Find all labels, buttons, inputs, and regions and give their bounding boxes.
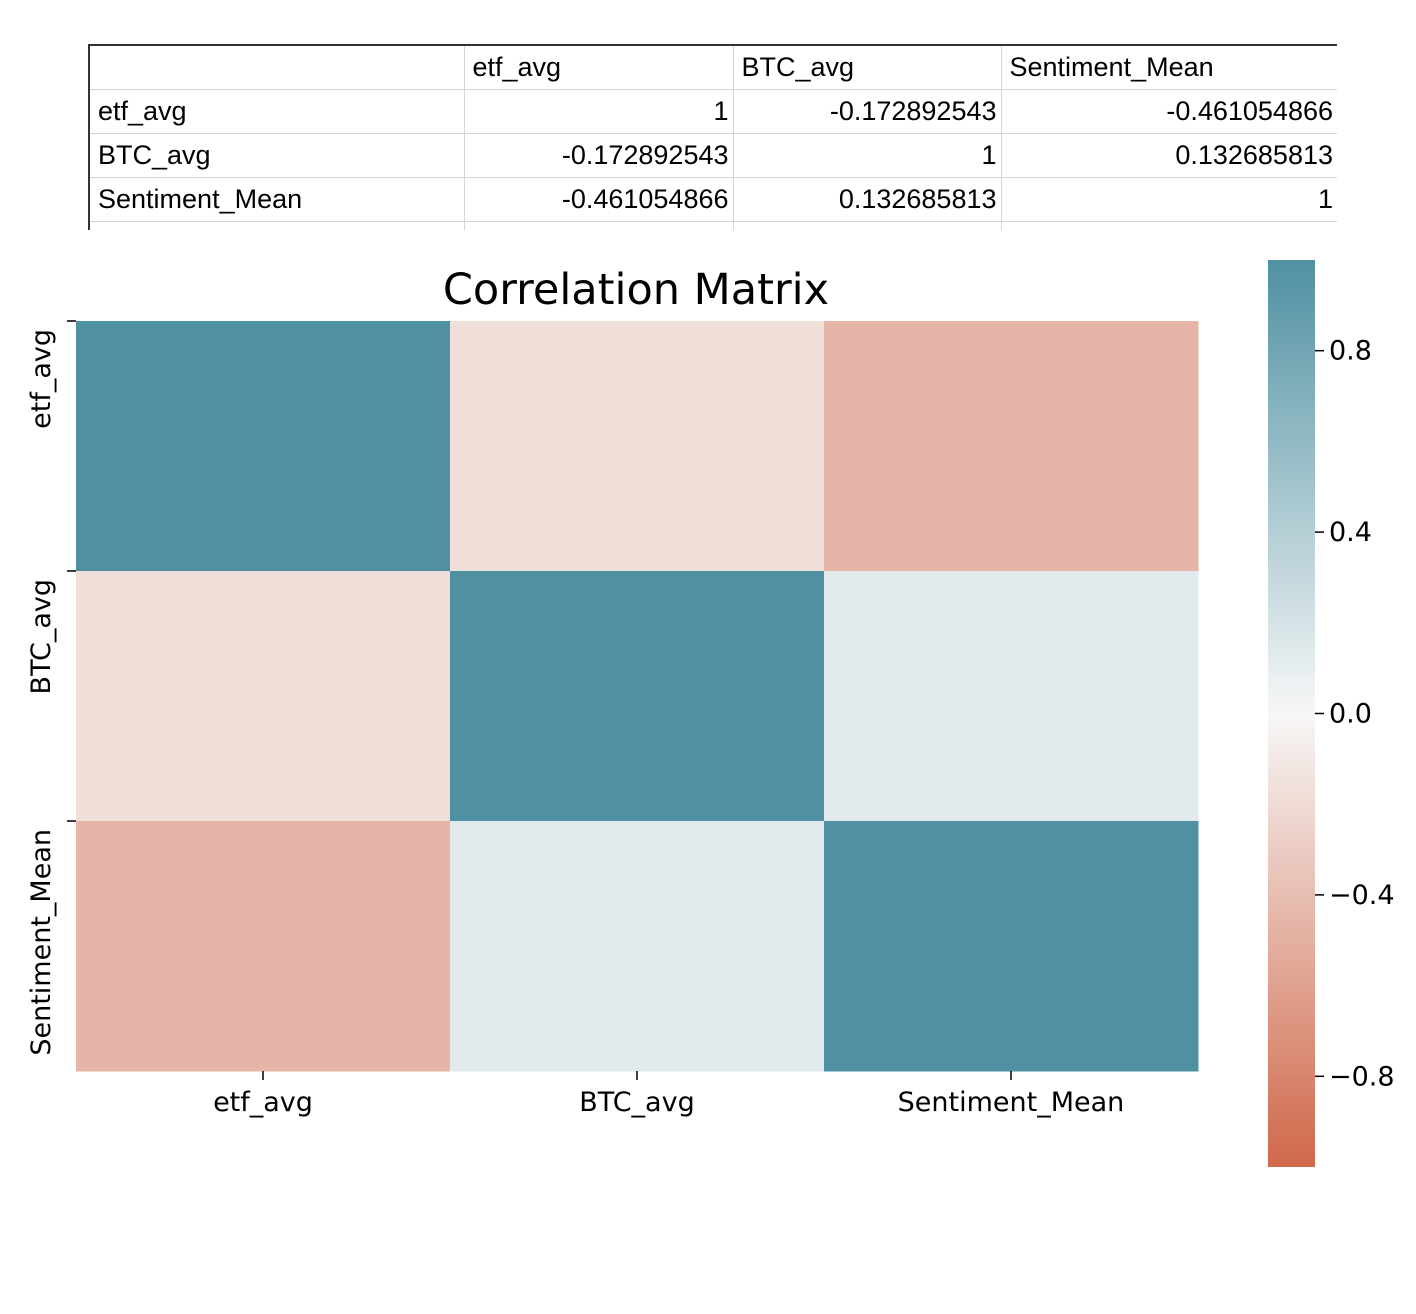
y-tick-label: etf_avg: [26, 329, 57, 429]
table-cell[interactable]: -0.461054866: [1001, 89, 1337, 134]
table-cell[interactable]: 0.132685813: [1001, 133, 1337, 178]
chart-title: Correlation Matrix: [442, 265, 830, 315]
row-label-cell[interactable]: etf_avg: [88, 89, 465, 134]
heatmap-cell: [450, 321, 825, 572]
table-row: etf_avg 1 -0.172892543 -0.461054866: [88, 89, 1337, 134]
colorbar-tick-label: −0.4: [1329, 880, 1395, 911]
x-tick-label: Sentiment_Mean: [898, 1087, 1125, 1118]
heatmap-cell: [824, 821, 1199, 1072]
table-cell[interactable]: [733, 221, 1002, 230]
colorbar-tick-label: 0.8: [1329, 336, 1372, 367]
correlation-heatmap: etf_avg BTC_avg Sentiment_Mean etf_avg BTC_a…: [26, 260, 1395, 1167]
colorbar: [1268, 260, 1315, 1167]
correlation-table: etf_avg BTC_avg Sentiment_Mean etf_avg 1…: [88, 44, 1337, 230]
heatmap-cell: [76, 571, 451, 822]
table-cell[interactable]: 1: [1001, 177, 1337, 222]
heatmap-cell: [450, 571, 825, 822]
y-tick-label: Sentiment_Mean: [26, 829, 57, 1056]
correlation-spreadsheet: etf_avg BTC_avg Sentiment_Mean etf_avg 1…: [88, 44, 1337, 230]
table-cell[interactable]: [88, 221, 465, 230]
y-tick-label: BTC_avg: [26, 579, 57, 694]
table-header-cell[interactable]: Sentiment_Mean: [1001, 44, 1337, 90]
table-row: BTC_avg -0.172892543 1 0.132685813: [88, 133, 1337, 178]
row-label-cell[interactable]: BTC_avg: [88, 133, 465, 178]
x-tick-label: etf_avg: [213, 1087, 313, 1118]
table-row: Sentiment_Mean -0.461054866 0.132685813 …: [88, 177, 1337, 222]
table-cell[interactable]: 1: [733, 133, 1002, 178]
heatmap-cell: [450, 821, 825, 1072]
table-cell[interactable]: 1: [464, 89, 734, 134]
table-header-row: etf_avg BTC_avg Sentiment_Mean: [88, 44, 1337, 90]
table-header-cell[interactable]: etf_avg: [464, 44, 734, 90]
colorbar-tick-label: 0.4: [1329, 517, 1372, 548]
table-row: [88, 221, 1337, 230]
table-cell[interactable]: -0.461054866: [464, 177, 734, 222]
table-cell[interactable]: -0.172892543: [733, 89, 1002, 134]
table-header-cell[interactable]: [88, 44, 465, 90]
colorbar-tick-label: −0.8: [1329, 1061, 1395, 1092]
heatmap-cell: [76, 321, 451, 572]
heatmap-cell: [824, 321, 1199, 572]
table-cell[interactable]: [1001, 222, 1337, 230]
row-label-cell[interactable]: Sentiment_Mean: [88, 177, 465, 222]
table-cell[interactable]: -0.172892543: [464, 133, 734, 178]
table-header-cell[interactable]: BTC_avg: [733, 44, 1002, 90]
table-cell[interactable]: 0.132685813: [733, 177, 1002, 222]
heatmap-cell: [824, 571, 1199, 822]
heatmap-cell: [76, 821, 451, 1072]
x-tick-label: BTC_avg: [579, 1087, 694, 1118]
table-cell[interactable]: [464, 221, 734, 230]
colorbar-tick-label: 0.0: [1329, 699, 1372, 730]
